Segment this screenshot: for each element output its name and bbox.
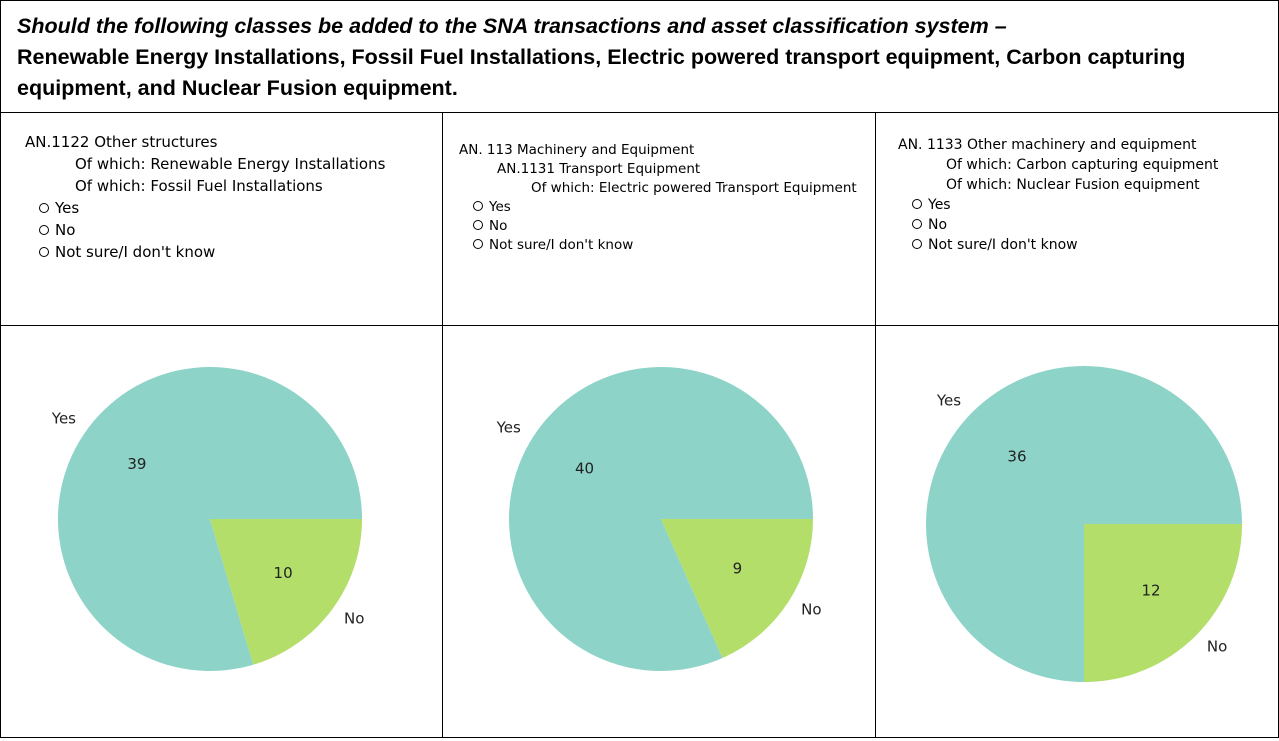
value-label: 10	[274, 564, 293, 582]
option: No	[25, 219, 442, 241]
question-classes: Renewable Energy Installations, Fossil F…	[17, 45, 1186, 100]
question-line: AN. 113 Machinery and Equipment	[459, 142, 695, 158]
question-cell: AN.1122 Other structures Of which: Renew…	[1, 113, 443, 326]
pie-slice	[58, 366, 363, 671]
question-line: Of which: Electric powered Transport Equ…	[531, 180, 857, 196]
option: No	[898, 215, 1278, 235]
value-label: 36	[1007, 447, 1026, 465]
option: Yes	[25, 197, 442, 219]
slice-label: No	[801, 601, 821, 619]
option: No	[459, 217, 875, 236]
pie-slice	[509, 367, 813, 671]
option: Not sure/I don't know	[25, 241, 442, 263]
question-cell: AN. 1133 Other machinery and equipment O…	[876, 113, 1278, 326]
slice-label: Yes	[496, 418, 521, 436]
option: Not sure/I don't know	[898, 235, 1278, 255]
pie-chart: Yes 39 No 10	[51, 366, 364, 671]
question-header: Should the following classes be added to…	[1, 1, 1278, 113]
pie-chart: Yes 40 No 9	[496, 367, 822, 671]
value-label: 40	[575, 460, 594, 478]
pie-chart: Yes 36 No 12	[926, 366, 1242, 682]
question-line: Of which: Carbon capturing equipment	[946, 157, 1219, 173]
question-line: Of which: Fossil Fuel Installations	[75, 177, 323, 195]
question-line: Of which: Renewable Energy Installations	[75, 155, 386, 173]
question-intro: Should the following classes be added to…	[17, 14, 1007, 38]
pie-slice	[661, 519, 813, 658]
value-label: 12	[1141, 582, 1160, 600]
chart-cell: Yes 36 No 12	[876, 326, 1278, 737]
slice-label: No	[1207, 637, 1227, 655]
slice-label: Yes	[51, 409, 76, 427]
option: Yes	[459, 198, 875, 217]
slice-label: No	[344, 610, 364, 628]
chart-cell: Yes 39 No 10	[1, 326, 443, 737]
question-line: AN. 1133 Other machinery and equipment	[898, 137, 1197, 153]
question-line: AN.1131 Transport Equipment	[497, 161, 701, 177]
question-cell: AN. 113 Machinery and Equipment AN.1131 …	[443, 113, 876, 326]
chart-cell: Yes 40 No 9	[443, 326, 876, 737]
pie-slice	[210, 519, 362, 665]
option: Yes	[898, 195, 1278, 215]
question-line: AN.1122 Other structures	[25, 133, 218, 151]
value-label: 39	[127, 455, 146, 473]
value-label: 9	[733, 559, 743, 577]
question-line: Of which: Nuclear Fusion equipment	[946, 177, 1200, 193]
pie-slice	[1084, 524, 1242, 682]
option: Not sure/I don't know	[459, 236, 875, 255]
slice-label: Yes	[936, 392, 961, 410]
